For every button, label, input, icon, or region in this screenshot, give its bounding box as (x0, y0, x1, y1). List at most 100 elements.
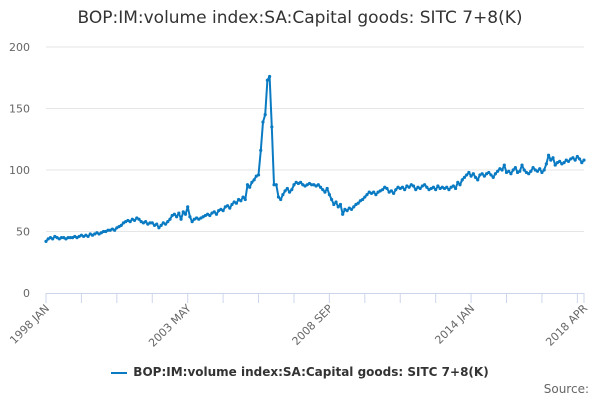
legend-swatch (111, 371, 128, 374)
data-point (318, 185, 323, 189)
data-point (349, 207, 354, 211)
data-point (582, 158, 586, 162)
data-point (363, 195, 367, 199)
data-point (451, 184, 455, 188)
data-point (310, 183, 314, 187)
data-point (372, 190, 376, 194)
data-point (509, 172, 513, 176)
data-point (566, 159, 571, 163)
data-point (540, 170, 544, 175)
x-tick-label: 1998 JAN (7, 302, 52, 347)
data-point (276, 195, 281, 199)
data-point (458, 183, 462, 187)
data-point (374, 193, 378, 197)
data-point (259, 148, 263, 152)
data-point (148, 221, 152, 225)
data-point (172, 212, 177, 216)
data-point (491, 175, 495, 179)
data-point (482, 174, 486, 178)
data-point (356, 201, 360, 205)
data-point (400, 185, 405, 189)
y-tick-label: 200 (9, 41, 30, 54)
data-point (513, 165, 517, 170)
data-point (177, 211, 181, 215)
data-point (487, 170, 491, 175)
data-point (385, 186, 389, 191)
data-point (128, 220, 132, 224)
data-point (157, 226, 161, 230)
data-point (274, 183, 278, 187)
data-point (436, 184, 440, 188)
data-point (208, 213, 212, 218)
data-point (150, 221, 154, 225)
data-point (241, 195, 245, 199)
data-point (230, 202, 234, 207)
y-tick-label: 0 (23, 287, 30, 300)
data-point (285, 186, 289, 191)
data-point (453, 186, 458, 191)
data-point (361, 197, 365, 202)
data-point (316, 183, 320, 187)
legend-label: BOP:IM:volume index:SA:Capital goods: SI… (133, 365, 489, 379)
data-point (471, 172, 475, 176)
data-point (101, 229, 106, 234)
data-point (181, 210, 185, 214)
data-point (338, 202, 343, 207)
data-point (256, 173, 261, 177)
data-point (511, 168, 515, 172)
chart-title: BOP:IM:volume index:SA:Capital goods: SI… (77, 8, 523, 28)
legend[interactable]: BOP:IM:volume index:SA:Capital goods: SI… (0, 365, 600, 379)
data-point (460, 178, 464, 182)
data-point (522, 168, 526, 172)
data-point (549, 158, 553, 162)
data-point (407, 185, 411, 189)
data-point (155, 222, 159, 226)
data-point (456, 180, 460, 184)
data-point (434, 188, 438, 192)
data-point (263, 113, 267, 117)
data-point (321, 188, 325, 192)
data-point (119, 223, 123, 227)
data-point (411, 184, 416, 188)
data-point (168, 217, 172, 221)
data-point (422, 183, 427, 187)
data-point (527, 172, 531, 176)
data-point (480, 172, 484, 176)
data-point (292, 183, 296, 187)
data-point (380, 188, 385, 192)
data-point (500, 168, 504, 172)
data-point (59, 236, 64, 240)
data-point (389, 189, 393, 193)
data-point (106, 228, 110, 232)
data-point (186, 205, 190, 209)
data-point (425, 185, 429, 189)
data-point (268, 74, 272, 79)
data-point (137, 217, 141, 221)
data-point (179, 217, 183, 221)
data-point (341, 212, 345, 216)
y-tick-label: 100 (9, 164, 30, 177)
y-tick-label: 50 (16, 226, 30, 239)
source-label: Source: (543, 382, 589, 396)
x-tick-label: 2003 MAY (146, 302, 194, 350)
data-point (183, 212, 188, 216)
x-tick-label: 2018 APR (543, 302, 590, 349)
data-point (113, 228, 117, 232)
data-point (577, 157, 582, 161)
data-point (345, 208, 349, 213)
data-point (190, 220, 194, 224)
data-point (502, 163, 506, 167)
data-point (221, 208, 225, 213)
data-point (265, 78, 269, 82)
data-point (248, 185, 252, 189)
data-point (330, 197, 334, 202)
data-point (86, 234, 90, 239)
data-point (518, 169, 522, 173)
data-point (327, 193, 331, 197)
data-point (551, 156, 555, 160)
data-point (535, 169, 540, 173)
data-point (507, 169, 511, 173)
data-point (352, 205, 356, 209)
data-point (287, 190, 292, 194)
